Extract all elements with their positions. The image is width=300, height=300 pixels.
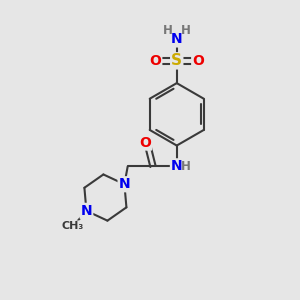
Text: O: O [139,136,151,150]
Text: H: H [181,160,191,173]
Text: N: N [171,159,183,173]
Text: S: S [171,53,182,68]
Text: O: O [149,54,161,68]
Text: H: H [181,24,190,37]
Text: O: O [192,54,204,68]
Text: N: N [171,32,183,46]
Text: H: H [163,24,173,37]
Text: CH₃: CH₃ [62,221,84,231]
Text: N: N [81,204,92,218]
Text: N: N [118,177,130,191]
